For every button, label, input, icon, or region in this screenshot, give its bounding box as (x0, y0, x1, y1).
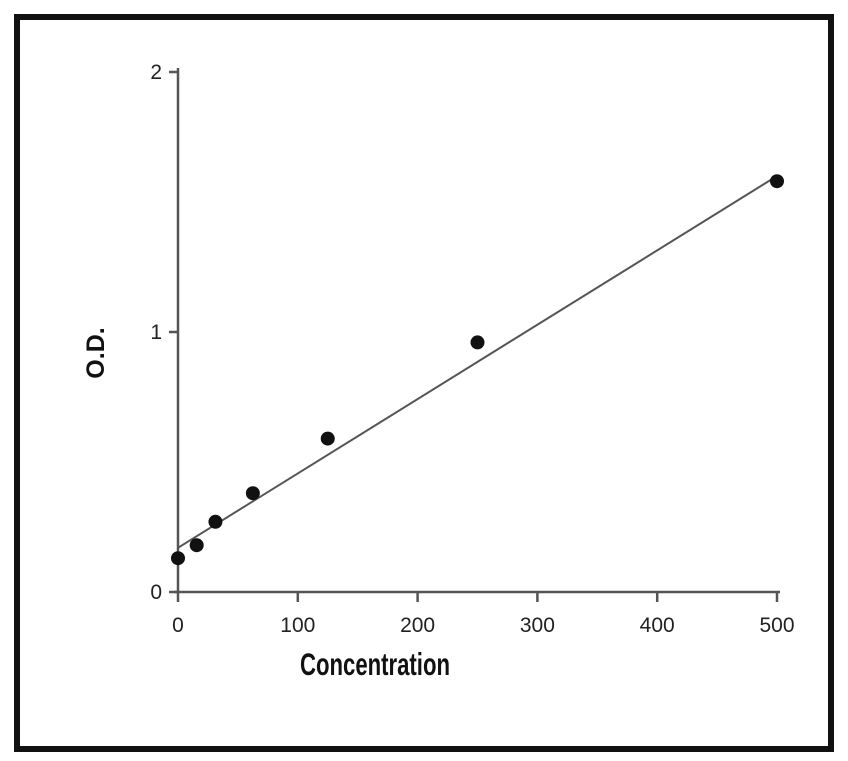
y-axis-title: O.D. (82, 327, 110, 378)
data-point (320, 431, 335, 446)
y-tick-label: 1 (150, 321, 162, 344)
data-point (189, 538, 204, 553)
data-point (770, 174, 784, 189)
data-point (245, 486, 260, 501)
x-tick-label: 300 (520, 614, 555, 637)
fit-line-group (177, 175, 778, 549)
x-tick-label: 100 (280, 614, 315, 637)
axes (174, 68, 780, 594)
chart-plot: 0 100 200 300 400 500 0 1 2 Concentration O.D. (82, 61, 795, 682)
y-axis-ticks: 0 1 2 (150, 61, 178, 604)
y-tick-label: 2 (150, 61, 162, 84)
x-axis-ticks: 0 100 200 300 400 500 (172, 592, 795, 637)
data-point (208, 514, 223, 529)
data-point (470, 335, 485, 350)
data-points (171, 174, 784, 566)
fit-line (177, 175, 778, 549)
x-tick-label: 0 (172, 614, 184, 637)
x-tick-label: 400 (640, 614, 675, 637)
x-axis-title: Concentration (300, 646, 450, 682)
x-tick-label: 500 (759, 614, 794, 637)
x-tick-label: 200 (400, 614, 435, 637)
y-tick-label: 0 (150, 581, 162, 604)
chart-frame: 0 100 200 300 400 500 0 1 2 Concentration O.D. (14, 14, 834, 752)
data-point (171, 551, 185, 566)
